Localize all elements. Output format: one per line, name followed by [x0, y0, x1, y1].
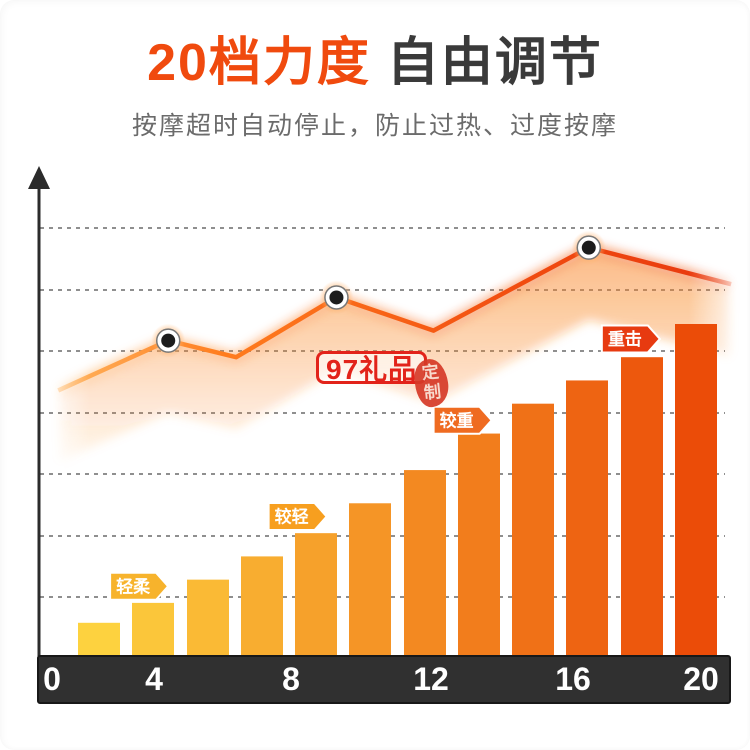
x-tick-label: 20: [683, 661, 719, 697]
bar: [621, 357, 663, 656]
intensity-tag-label: 较重: [440, 410, 474, 430]
intensity-tag-label: 重击: [608, 329, 642, 349]
bar: [512, 403, 554, 656]
intensity-tag: [267, 502, 328, 532]
intensity-tag-label: 较轻: [275, 507, 309, 527]
watermark-box-label: 97礼品: [326, 353, 418, 385]
intensity-tag: [432, 405, 493, 435]
bar: [187, 579, 229, 656]
data-point-dot: [581, 240, 596, 255]
bar: [566, 380, 608, 656]
x-tick-label: 16: [555, 661, 591, 697]
bar: [132, 602, 174, 656]
bar: [349, 503, 391, 656]
bar: [675, 324, 717, 656]
bar: [78, 622, 120, 656]
data-point-dot: [329, 290, 344, 305]
y-axis-arrow-icon: [28, 166, 50, 189]
intensity-tag: [600, 324, 662, 354]
page-title: 20档力度 自由调节: [0, 36, 750, 91]
title-accent: 20档力度: [147, 34, 371, 92]
intensity-tag: [109, 571, 170, 601]
bar: [295, 533, 337, 656]
x-tick-label: 12: [413, 661, 449, 697]
x-axis-band: [37, 655, 731, 704]
watermark-stamp-char-top: 定: [421, 362, 440, 384]
bar: [241, 556, 283, 656]
data-point-dot: [161, 333, 176, 348]
x-tick-label: 8: [282, 661, 300, 697]
intensity-tag-label: 轻柔: [116, 576, 151, 596]
header: 20档力度 自由调节 按摩超时自动停止，防止过热、过度按摩: [0, 36, 750, 142]
bar: [458, 433, 500, 656]
x-tick-label: 4: [145, 661, 163, 697]
page-subtitle: 按摩超时自动停止，防止过热、过度按摩: [131, 111, 618, 140]
bar: [404, 470, 446, 656]
watermark-box: 97礼品: [316, 351, 428, 385]
watermark-stamp-char-bottom: 制: [423, 382, 442, 403]
title-rest: 自由调节: [386, 34, 603, 92]
x-tick-label: 0: [43, 661, 61, 697]
